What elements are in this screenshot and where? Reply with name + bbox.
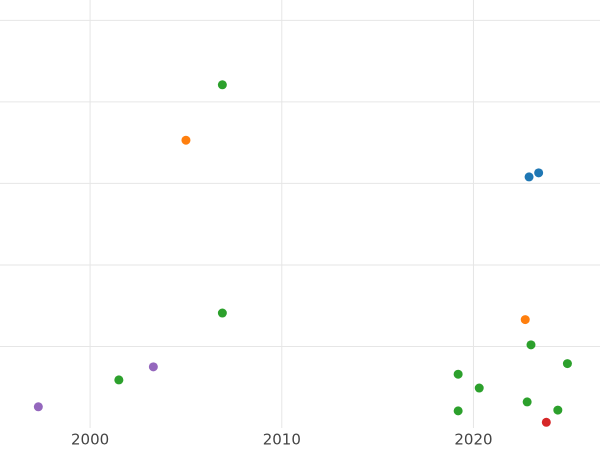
x-tick-label: 2000 [71,431,109,449]
point [453,406,463,416]
point [217,80,227,90]
point [453,369,463,379]
point [534,168,544,178]
x-tick-label: 2010 [263,431,301,449]
point [181,135,191,145]
point [520,315,530,325]
point [526,340,536,350]
point [217,308,227,318]
point [148,362,158,372]
point [33,402,43,412]
point [474,383,484,393]
point [524,172,534,182]
point [553,405,563,415]
point [541,417,551,427]
point [522,397,532,407]
point [114,375,124,385]
x-tick-label: 2020 [454,431,492,449]
point [562,359,572,369]
